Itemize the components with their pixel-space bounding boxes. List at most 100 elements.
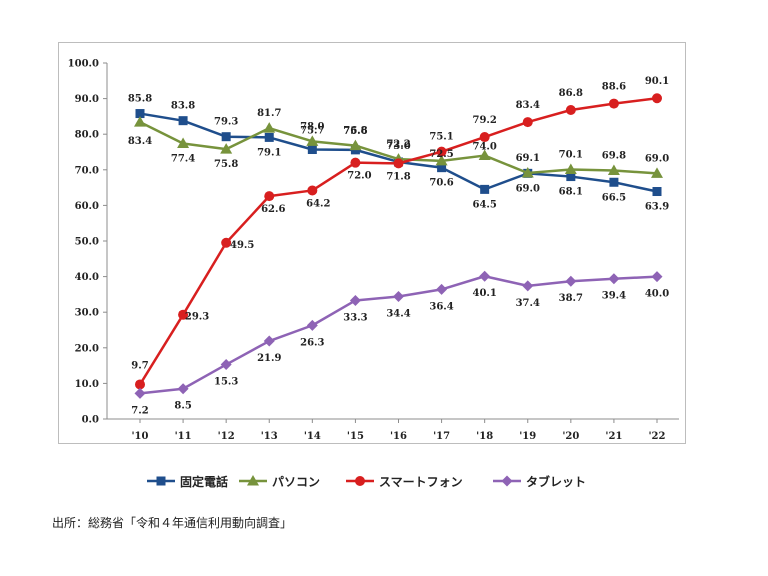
data-label-pc: 76.8: [343, 126, 367, 137]
data-point-pc: [220, 143, 233, 154]
data-point-landline: [652, 187, 662, 197]
data-point-landline: [566, 172, 576, 182]
data-point-smartphone: [479, 132, 490, 143]
data-label-smartphone: 64.2: [306, 198, 330, 209]
data-point-landline: [135, 109, 145, 119]
y-tick-label: 0.0: [82, 415, 99, 426]
data-label-pc: 73.0: [386, 141, 410, 152]
legend-swatch-marker: [247, 475, 259, 486]
data-label-landline: 79.1: [257, 147, 281, 158]
legend-item-tablet: タブレット: [492, 470, 586, 492]
y-tick-label: 60.0: [75, 201, 99, 212]
data-label-landline: 66.5: [602, 192, 626, 203]
data-label-tablet: 33.3: [343, 312, 367, 323]
data-label-smartphone: 90.1: [645, 76, 669, 87]
source-note: 出所：総務省「令和４年通信利用動向調査」: [52, 516, 293, 530]
data-label-landline: 64.5: [472, 199, 496, 210]
data-point-tablet: [436, 283, 448, 295]
data-point-smartphone: [307, 185, 318, 196]
legend-swatch-pc: [239, 475, 267, 486]
x-tick-label: '18: [476, 431, 493, 442]
data-point-landline: [264, 132, 274, 142]
data-point-pc: [349, 139, 362, 151]
data-label-smartphone: 62.6: [261, 204, 285, 215]
data-point-tablet: [651, 271, 663, 283]
data-label-pc: 72.5: [429, 149, 453, 160]
data-label-landline: 83.8: [171, 101, 195, 112]
data-label-tablet: 40.0: [645, 289, 669, 300]
y-tick-label: 30.0: [75, 308, 99, 319]
data-point-smartphone: [393, 158, 404, 169]
legend-swatch-landline: [147, 476, 175, 486]
data-label-tablet: 37.4: [516, 298, 540, 309]
data-label-landline: 79.3: [214, 117, 238, 128]
data-point-pc: [521, 167, 534, 178]
data-point-pc: [651, 167, 663, 178]
data-label-tablet: 15.3: [214, 377, 238, 388]
data-label-pc: 78.0: [300, 121, 324, 132]
data-point-pc: [306, 135, 319, 146]
data-point-tablet: [349, 294, 361, 306]
data-point-tablet: [263, 335, 275, 347]
data-label-tablet: 38.7: [559, 293, 583, 304]
x-tick-label: '10: [132, 431, 149, 442]
data-point-tablet: [565, 275, 577, 287]
data-point-pc: [134, 116, 146, 127]
data-label-smartphone: 29.3: [185, 312, 209, 323]
y-tick-label: 90.0: [75, 94, 99, 105]
data-point-smartphone: [350, 157, 361, 168]
data-label-smartphone: 71.8: [386, 171, 410, 182]
data-point-landline: [178, 116, 188, 126]
data-label-tablet: 7.2: [131, 405, 148, 416]
data-point-landline: [437, 163, 447, 173]
chart-frame: 0.0 10.0 20.0 30.0 40.0 50.0 60.0 70.0 80.0 90.0 1…: [58, 42, 686, 444]
legend-swatch-tablet: [493, 475, 521, 487]
data-label-pc: 77.4: [171, 153, 195, 164]
data-point-tablet: [522, 280, 534, 292]
legend-item-landline: 固定電話: [146, 470, 228, 492]
y-tick-label: 70.0: [75, 165, 99, 176]
data-label-smartphone: 72.0: [347, 171, 371, 182]
data-label-landline: 75.6: [343, 126, 367, 137]
x-tick-label: '20: [562, 431, 579, 442]
data-point-smartphone: [221, 237, 232, 248]
data-point-pc: [177, 137, 190, 148]
legend-swatch-marker: [156, 476, 166, 486]
y-tick-label: 20.0: [75, 343, 99, 354]
data-label-smartphone: 79.2: [472, 115, 496, 126]
data-point-smartphone: [565, 104, 576, 115]
x-tick-label: '11: [175, 431, 192, 442]
data-label-landline: 63.9: [645, 202, 669, 213]
x-tick-label: '12: [218, 431, 235, 442]
data-label-landline: 85.8: [128, 94, 152, 105]
data-point-tablet: [220, 359, 232, 371]
legend-label: 固定電話: [180, 474, 229, 489]
data-label-tablet: 8.5: [174, 401, 191, 412]
data-point-smartphone: [436, 146, 447, 157]
data-label-tablet: 39.4: [602, 291, 626, 302]
legend: 固定電話 パソコン スマートフォン タブレット: [140, 470, 640, 492]
data-label-tablet: 40.1: [472, 288, 496, 299]
data-point-smartphone: [135, 379, 145, 390]
legend-swatch-smartphone: [346, 476, 374, 486]
data-label-smartphone: 9.7: [131, 360, 148, 371]
data-label-smartphone: 86.8: [559, 88, 583, 99]
data-point-tablet: [306, 319, 318, 331]
data-label-landline: 75.7: [300, 126, 324, 137]
data-point-landline: [221, 132, 231, 142]
y-tick-label: 80.0: [75, 130, 99, 141]
data-label-smartphone: 83.4: [516, 100, 540, 111]
x-tick-label: '19: [519, 431, 536, 442]
x-tick-label: '14: [304, 431, 321, 442]
data-label-pc: 83.4: [128, 136, 152, 147]
data-point-landline: [307, 145, 317, 155]
data-label-pc: 81.7: [257, 108, 281, 119]
data-label-pc: 69.8: [602, 151, 626, 162]
data-label-tablet: 21.9: [257, 353, 281, 364]
x-tick-label: '15: [347, 431, 364, 442]
y-tick-label: 50.0: [75, 237, 99, 248]
data-label-landline: 70.6: [429, 178, 453, 189]
legend-label: スマートフォン: [379, 474, 463, 489]
data-point-tablet: [177, 383, 189, 395]
data-point-pc: [564, 163, 577, 174]
